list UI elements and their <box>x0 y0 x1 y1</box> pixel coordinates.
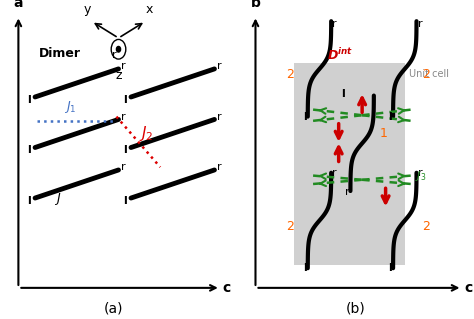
Text: y: y <box>83 3 91 16</box>
Text: l: l <box>27 95 31 105</box>
Text: r: r <box>120 61 125 71</box>
Text: r: r <box>120 112 125 122</box>
Text: r: r <box>217 61 221 71</box>
Text: Dimer: Dimer <box>39 48 81 61</box>
Text: l: l <box>123 95 127 105</box>
Text: 2: 2 <box>286 219 293 233</box>
Bar <box>294 63 405 265</box>
Text: $J_1$: $J_1$ <box>64 99 77 115</box>
Text: c: c <box>465 281 473 295</box>
Text: l: l <box>27 196 31 206</box>
Text: 2: 2 <box>422 219 430 233</box>
Text: $J_2$: $J_2$ <box>139 124 154 143</box>
Text: r: r <box>120 162 125 172</box>
Text: 2: 2 <box>286 68 293 81</box>
Text: l: l <box>123 145 127 155</box>
Text: l: l <box>27 145 31 155</box>
Text: r: r <box>332 19 337 29</box>
Text: (b): (b) <box>346 302 365 316</box>
Text: r: r <box>112 50 117 61</box>
Text: $J_3$: $J_3$ <box>415 168 427 182</box>
Text: a: a <box>14 0 23 10</box>
Text: z: z <box>115 69 122 82</box>
Text: l: l <box>388 263 392 273</box>
Text: J: J <box>56 192 60 205</box>
Text: r: r <box>345 188 349 197</box>
Text: 2: 2 <box>422 68 430 81</box>
Text: c: c <box>223 281 231 295</box>
Text: $\bfit{D}^{int}$: $\bfit{D}^{int}$ <box>327 48 353 63</box>
Text: l: l <box>123 196 127 206</box>
Text: l: l <box>341 89 345 99</box>
Text: r: r <box>418 19 422 29</box>
Text: l: l <box>303 263 307 273</box>
Text: Unit cell: Unit cell <box>409 69 449 79</box>
Text: l: l <box>303 112 307 122</box>
Text: r: r <box>418 168 422 178</box>
Circle shape <box>117 47 120 52</box>
Text: b: b <box>251 0 260 10</box>
Text: r: r <box>217 162 221 172</box>
Text: l: l <box>388 112 392 122</box>
Text: r: r <box>217 112 221 122</box>
Text: x: x <box>146 3 154 16</box>
Text: (a): (a) <box>104 302 124 316</box>
Text: 1: 1 <box>379 127 387 140</box>
Text: r: r <box>332 168 337 178</box>
